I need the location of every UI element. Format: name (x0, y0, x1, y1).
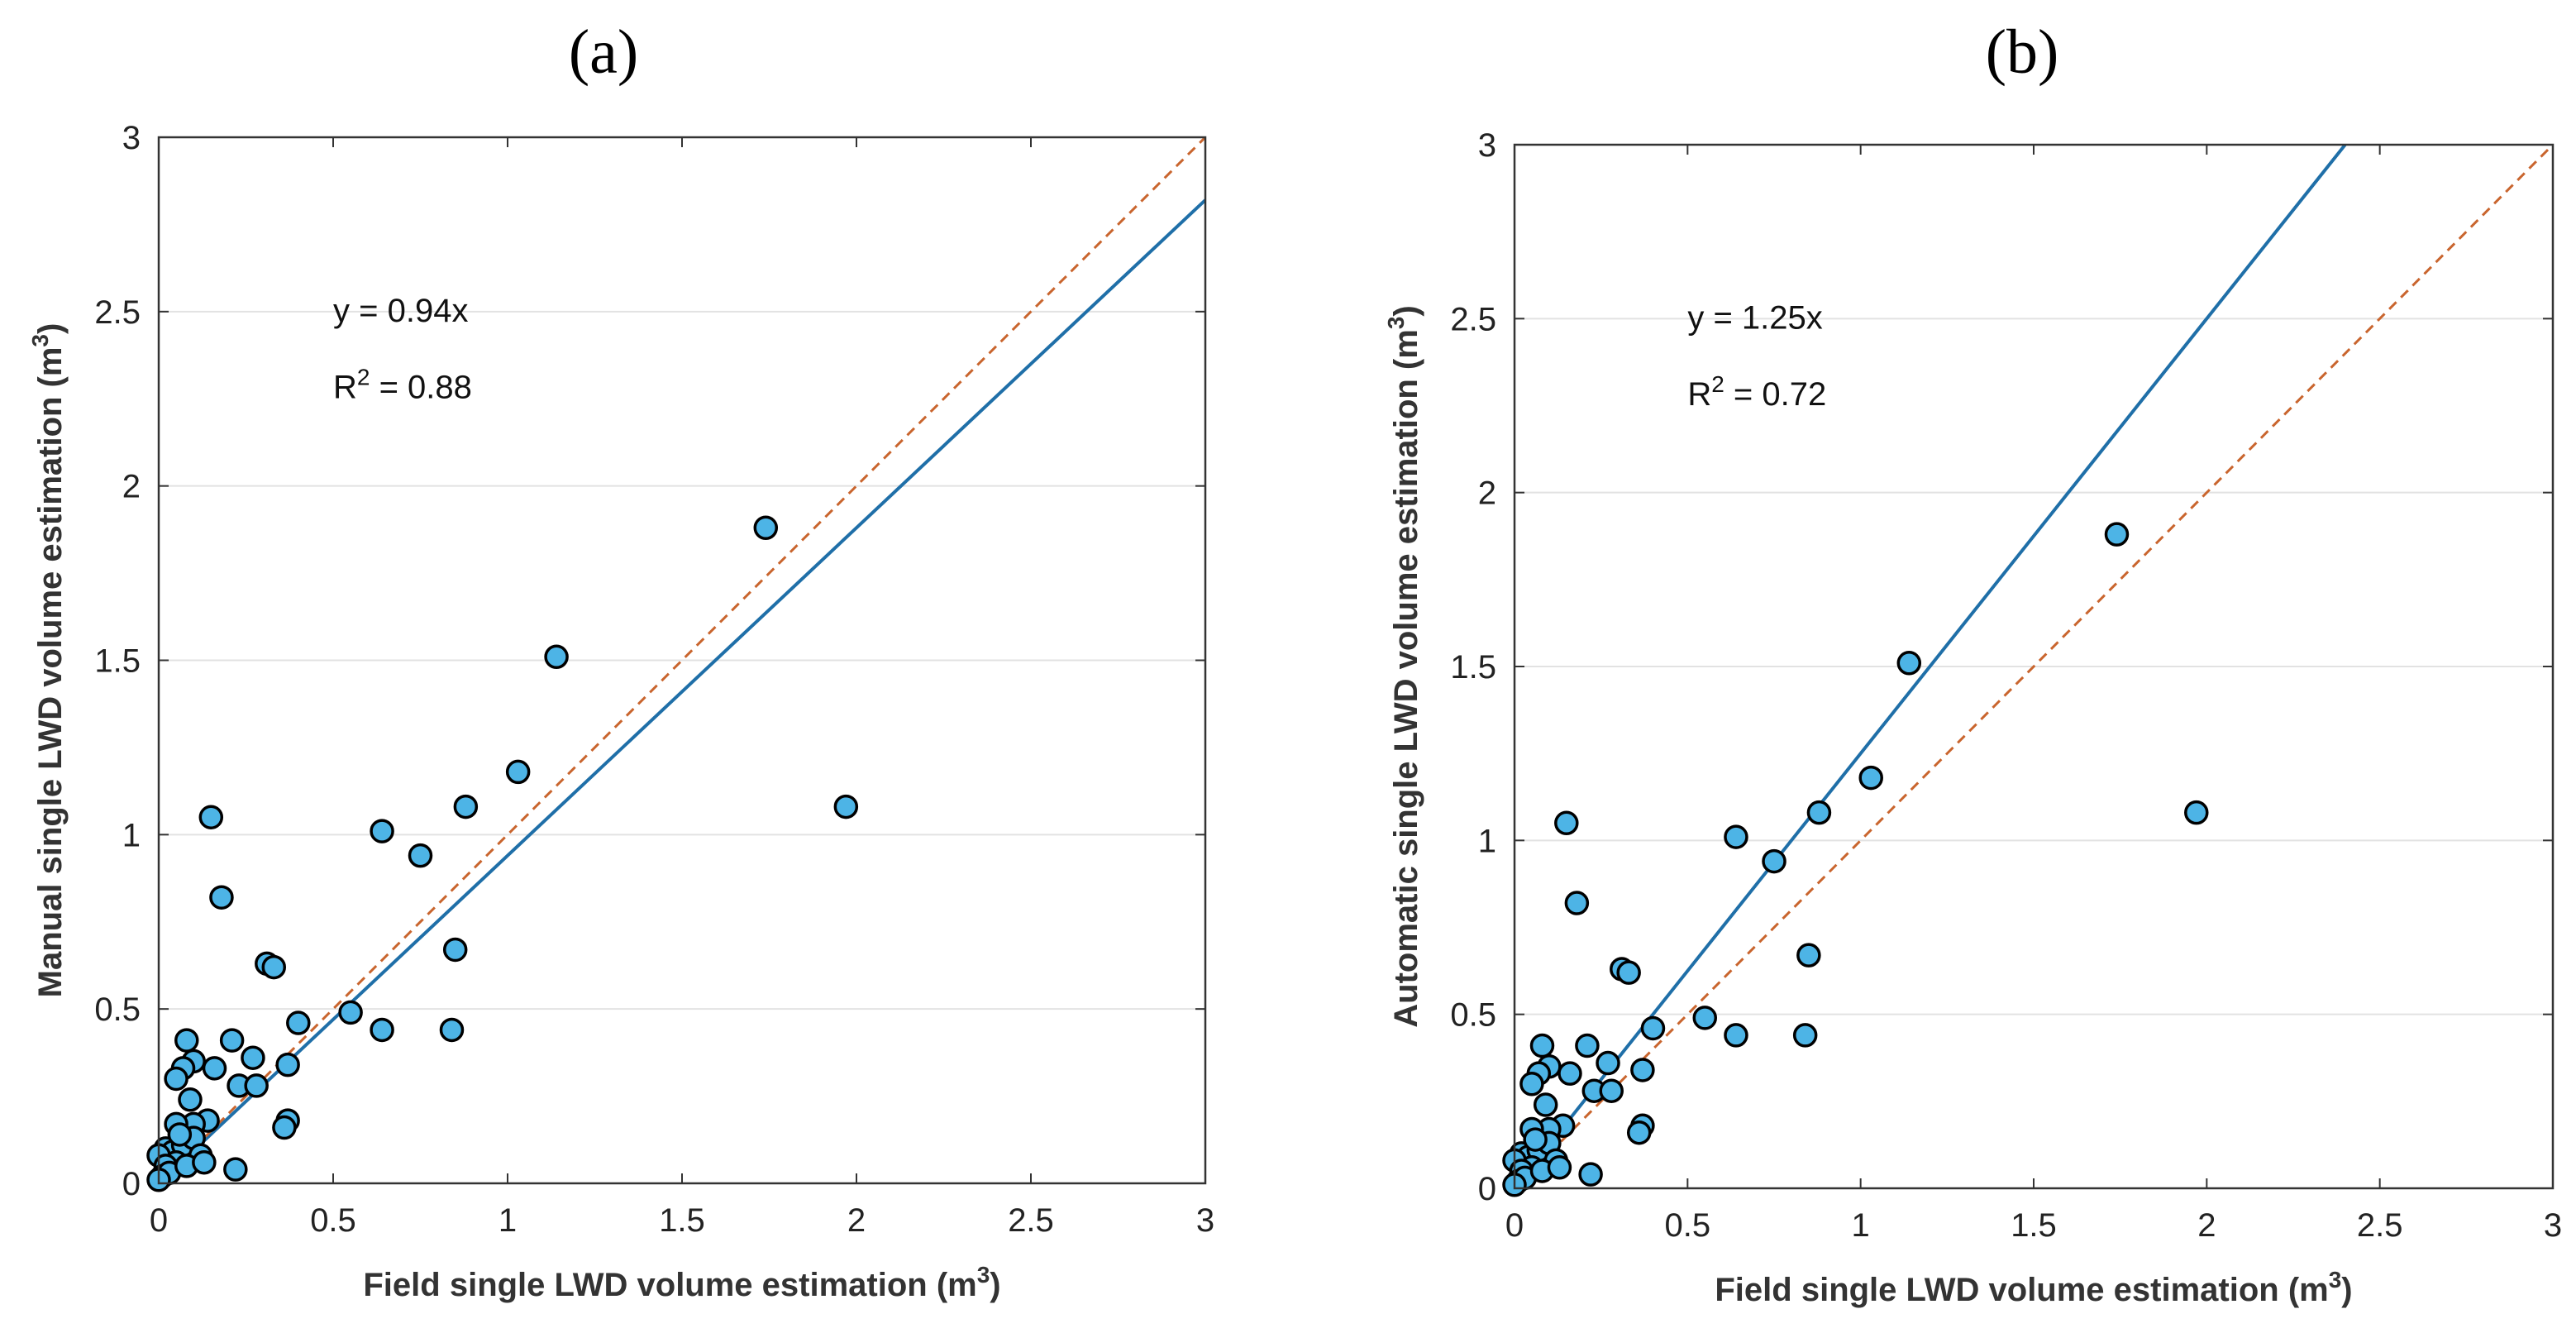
point-b-45 (1578, 1162, 1603, 1187)
point-b-26 (1533, 1092, 1558, 1117)
point-a-45 (223, 1157, 248, 1182)
x-tick-label-b-0: 0 (1505, 1207, 1524, 1244)
y-axis-label-a: Manual single LWD volume estimation (m3) (27, 323, 69, 998)
y-tick-label-b-3: 1.5 (1450, 649, 1496, 686)
point-b-28 (1626, 1120, 1652, 1145)
point-b-14 (1724, 1023, 1748, 1048)
y-tick-label-b-4: 2 (1478, 475, 1496, 512)
point-b-19 (1596, 1050, 1620, 1076)
point-a-4 (833, 794, 859, 819)
point-b-9 (1796, 943, 1821, 967)
x-tick-label-a-1: 0.5 (310, 1202, 356, 1239)
point-b-22 (1558, 1061, 1582, 1086)
x-tick-label-b-5: 2.5 (2357, 1207, 2403, 1244)
chart-b: 0 0.5 1 1.5 2 2.5 3 0 0.5 1 1.5 2 2.5 3 Field single L… (1383, 127, 2562, 1308)
point-b-23 (1519, 1072, 1544, 1096)
point-b-3 (1806, 800, 1832, 825)
point-b-8 (1564, 891, 1590, 915)
point-a-26 (178, 1087, 203, 1112)
point-b-25 (1599, 1078, 1624, 1103)
y-tick-label-a-3: 1.5 (94, 643, 141, 680)
x-tick-label-a-0: 0 (150, 1202, 168, 1239)
point-a-16 (174, 1028, 199, 1053)
r-squared-b: R2 = 0.72 (1687, 371, 1826, 413)
y-tick-label-a-6: 3 (122, 120, 141, 156)
point-a-17 (219, 1028, 245, 1053)
point-a-25 (244, 1073, 269, 1098)
x-axis-label-a: Field single LWD volume estimation (m3) (363, 1262, 1000, 1303)
y-tick-label-b-0: 0 (1478, 1171, 1496, 1207)
point-b-20 (1630, 1058, 1655, 1082)
point-a-15 (439, 1017, 465, 1043)
y-tick-label-b-5: 2.5 (1450, 301, 1496, 337)
point-b-43 (1523, 1127, 1548, 1152)
point-a-19 (241, 1045, 265, 1070)
point-a-12 (338, 1000, 363, 1025)
one-to-one-line-b (1515, 145, 2553, 1188)
point-b-13 (1640, 1015, 1666, 1041)
x-tick-label-b-2: 1 (1852, 1207, 1870, 1244)
point-b-16 (1529, 1033, 1555, 1058)
x-tick-label-b-3: 1.5 (2011, 1207, 2057, 1244)
x-tick-label-a-5: 2.5 (1008, 1202, 1054, 1239)
y-tick-label-a-1: 0.5 (94, 991, 141, 1028)
point-a-0 (753, 515, 779, 541)
x-tick-label-a-2: 1 (499, 1202, 517, 1239)
point-a-20 (275, 1052, 300, 1077)
point-a-9 (442, 937, 468, 963)
y-tick-label-a-0: 0 (122, 1166, 141, 1202)
point-a-2 (505, 759, 531, 785)
point-b-2 (1858, 765, 1883, 791)
point-a-8 (209, 885, 234, 910)
panel-b-label: (b) (1985, 17, 2059, 87)
x-tick-label-a-4: 2 (847, 1202, 866, 1239)
point-a-13 (286, 1010, 311, 1035)
fit-equation-b: y = 1.25x (1687, 299, 1822, 336)
point-a-11 (261, 954, 287, 980)
point-a-14 (370, 1017, 394, 1043)
x-axis-label-b: Field single LWD volume estimation (m3) (1715, 1267, 2352, 1308)
point-a-23 (164, 1066, 188, 1092)
x-tick-label-a-3: 1.5 (659, 1202, 705, 1239)
x-tick-label-b-1: 0.5 (1665, 1207, 1711, 1244)
x-tick-label-a-6: 3 (1196, 1202, 1214, 1239)
point-a-3 (453, 794, 479, 819)
x-tick-label-b-6: 3 (2544, 1207, 2562, 1244)
y-tick-label-a-2: 1 (122, 817, 141, 853)
point-b-15 (1792, 1023, 1818, 1048)
r-squared-a: R2 = 0.88 (333, 365, 472, 406)
point-b-4 (2184, 800, 2209, 825)
point-b-1 (1896, 651, 1922, 676)
point-a-44 (192, 1149, 217, 1175)
point-a-6 (370, 819, 394, 843)
point-a-43 (167, 1122, 193, 1147)
point-b-7 (1762, 848, 1787, 874)
point-b-12 (1692, 1006, 1718, 1030)
fit-equation-a: y = 0.94x (333, 293, 468, 329)
point-a-1 (544, 644, 569, 670)
y-tick-label-b-6: 3 (1478, 127, 1496, 164)
point-b-11 (1616, 960, 1641, 985)
point-a-5 (198, 805, 224, 829)
y-tick-label-b-2: 1 (1478, 823, 1496, 859)
point-b-0 (2104, 522, 2130, 547)
panel-a-label: (a) (568, 17, 639, 87)
fit-line-b (1515, 145, 2347, 1188)
y-axis-label-b: Automatic single LWD volume estimation (… (1383, 305, 1424, 1027)
one-to-one-line-a (159, 137, 1205, 1183)
point-a-28 (272, 1115, 297, 1140)
point-b-17 (1575, 1033, 1600, 1058)
chart-a: 0 0.5 1 1.5 2 2.5 3 0 0.5 1 1.5 2 2.5 3 Field single L… (27, 120, 1214, 1303)
point-a-22 (202, 1056, 227, 1081)
point-b-5 (1554, 810, 1579, 836)
fit-line-a (159, 198, 1205, 1183)
point-b-6 (1724, 824, 1748, 849)
point-a-7 (408, 843, 433, 868)
x-tick-label-b-4: 2 (2197, 1207, 2216, 1244)
y-tick-label-a-4: 2 (122, 469, 141, 505)
y-tick-label-a-5: 2.5 (94, 294, 141, 331)
point-b-44 (1547, 1155, 1572, 1180)
y-tick-label-b-1: 0.5 (1450, 997, 1496, 1034)
